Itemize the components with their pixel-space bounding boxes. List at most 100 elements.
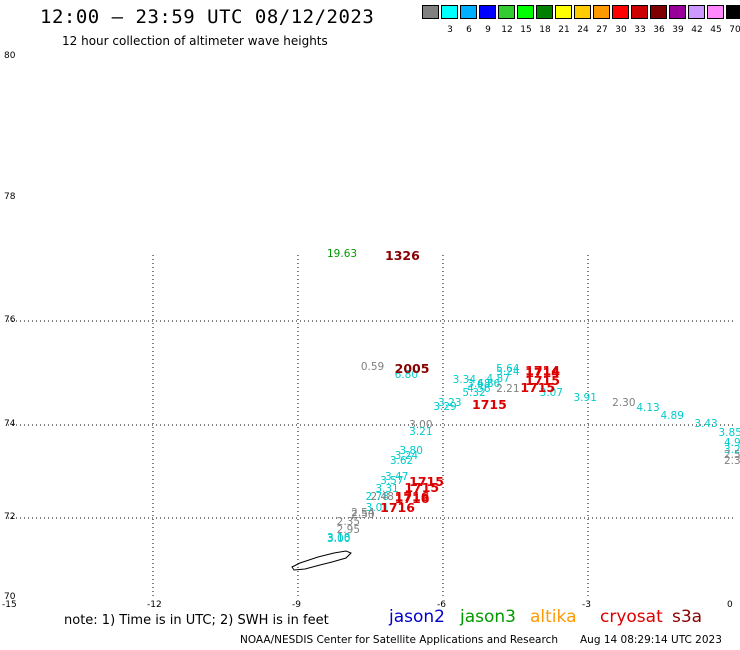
wave-height-value: 19.63 bbox=[327, 248, 358, 261]
wave-height-value: 3.91 bbox=[573, 392, 597, 404]
wave-height-value: 3.00 bbox=[409, 418, 433, 431]
wave-height-value: 3.57 bbox=[380, 475, 404, 488]
wave-height-value: 3.25 bbox=[724, 443, 740, 456]
pass-time-label: 1716 bbox=[394, 491, 430, 506]
jan-mayen-coastline bbox=[291, 550, 352, 571]
longitude-label: -6 bbox=[437, 600, 446, 610]
wave-height-value: 2.30 bbox=[612, 397, 636, 410]
graticule-grid bbox=[8, 255, 733, 598]
latitude-label: 80 bbox=[4, 51, 16, 61]
wave-height-value: 3.43 bbox=[694, 418, 718, 431]
colorbar-swatch bbox=[688, 5, 705, 19]
footnote: note: 1) Time is in UTC; 2) SWH is in fe… bbox=[64, 613, 329, 628]
colorbar-label: 12 bbox=[501, 25, 513, 35]
colorbar-label: 15 bbox=[520, 25, 532, 35]
pass-time-label: 1715 bbox=[525, 372, 560, 388]
wave-height-value: 2.48 bbox=[370, 491, 394, 503]
longitude-label: -12 bbox=[147, 600, 162, 610]
wave-height-value: 4.13 bbox=[636, 402, 660, 415]
colorbar-label: 42 bbox=[691, 25, 703, 35]
colorbar-label: 70 bbox=[729, 25, 740, 35]
colorbar-swatch bbox=[517, 5, 534, 19]
wave-height-value: 3.01 bbox=[365, 501, 390, 514]
colorbar-label: 3 bbox=[447, 25, 453, 35]
colorbar-swatch bbox=[555, 5, 572, 19]
wave-height-value: 3.31 bbox=[375, 483, 399, 496]
pass-time-label: 1714 bbox=[525, 364, 560, 380]
wave-height-value: 3.34 bbox=[452, 373, 477, 386]
colorbar-label: 24 bbox=[577, 25, 589, 35]
latitude-label: 72 bbox=[4, 512, 16, 522]
wave-height-value: 4.87 bbox=[486, 372, 510, 385]
satellite-legend-item: jason2 bbox=[389, 607, 445, 627]
colorbar-swatch bbox=[612, 5, 629, 19]
colorbar-swatch bbox=[498, 5, 515, 19]
pass-time-label: 1716 bbox=[380, 499, 415, 515]
pass-time-label: 1716 bbox=[394, 489, 430, 505]
wave-height-value: 3.21 bbox=[409, 426, 433, 439]
chart-title: 12:00 – 23:59 UTC 08/12/2023 bbox=[40, 6, 375, 28]
wave-height-value: 2.53 bbox=[724, 449, 740, 462]
colorbar-label: 30 bbox=[615, 25, 627, 35]
colorbar-swatch bbox=[669, 5, 686, 19]
colorbar-label: 39 bbox=[672, 25, 684, 35]
wave-height-value: 3.68 bbox=[467, 377, 491, 390]
colorbar-swatch bbox=[631, 5, 648, 19]
colorbar-swatch bbox=[707, 5, 724, 19]
wave-height-value: 3.07 bbox=[539, 386, 564, 399]
wave-height-value: 6.80 bbox=[394, 368, 419, 381]
colorbar-swatch bbox=[422, 5, 439, 19]
wave-height-value: 2.78 bbox=[365, 491, 390, 503]
pass-time-label: 1715 bbox=[472, 397, 507, 413]
colorbar-label: 27 bbox=[596, 25, 608, 35]
wave-height-value: 3.47 bbox=[385, 470, 409, 483]
colorbar-label: 33 bbox=[634, 25, 646, 35]
colorbar-label: 45 bbox=[710, 25, 722, 35]
wave-height-value: 3.62 bbox=[389, 454, 414, 467]
colorbar-swatch bbox=[460, 5, 477, 19]
wave-height-value: 0.59 bbox=[360, 360, 385, 373]
wave-height-value: 3.80 bbox=[399, 444, 423, 457]
latitude-label: 74 bbox=[4, 419, 16, 429]
colorbar-swatch bbox=[726, 5, 740, 19]
wave-height-value: 3.85 bbox=[718, 427, 740, 440]
wave-height-value: 4.56 bbox=[467, 382, 491, 395]
latitude-label: 76 bbox=[4, 315, 16, 325]
wave-height-value: 5.64 bbox=[496, 363, 520, 376]
satellite-legend-item: cryosat bbox=[600, 607, 663, 627]
longitude-label: -15 bbox=[2, 600, 17, 610]
colorbar-swatch bbox=[536, 5, 553, 19]
generated-timestamp: Aug 14 08:29:14 UTC 2023 bbox=[580, 634, 722, 646]
colorbar-label: 6 bbox=[466, 25, 472, 35]
wave-height-value: 5.32 bbox=[462, 386, 486, 399]
longitude-label: -3 bbox=[582, 600, 591, 610]
colorbar-swatch bbox=[479, 5, 496, 19]
pass-time-label: 1715 bbox=[409, 473, 444, 489]
colorbar-swatch bbox=[574, 5, 591, 19]
wave-height-value: 4.89 bbox=[660, 410, 684, 423]
island-outline bbox=[291, 550, 352, 571]
wave-height-value: 2.35 bbox=[336, 515, 361, 528]
colorbar-label: 21 bbox=[558, 25, 570, 35]
colorbar-label: 18 bbox=[539, 25, 551, 35]
pass-time-label: 1715 bbox=[520, 379, 556, 395]
latitude-label: 70 bbox=[4, 592, 16, 602]
chart-subtitle: 12 hour collection of altimeter wave hei… bbox=[62, 34, 328, 48]
colorbar-swatch bbox=[650, 5, 667, 19]
credit-line: NOAA/NESDIS Center for Satellite Applica… bbox=[240, 634, 558, 646]
wave-height-value: 3.18 bbox=[327, 531, 351, 544]
wave-height-value: 2.95 bbox=[336, 523, 361, 536]
wave-height-value: 3.23 bbox=[438, 397, 462, 410]
wave-height-value: 2.3 bbox=[724, 455, 740, 468]
wave-height-value: 3.29 bbox=[433, 401, 457, 414]
wave-height-value: 3.24 bbox=[394, 450, 419, 463]
wave-height-value: 3.00 bbox=[327, 533, 351, 546]
satellite-legend-item: jason3 bbox=[460, 607, 516, 627]
pass-time-label: 1326 bbox=[385, 248, 420, 264]
wave-height-value: 2.50 bbox=[351, 509, 375, 522]
satellite-legend-item: s3a bbox=[672, 607, 703, 627]
pass-time-label: 2005 bbox=[394, 360, 430, 376]
colorbar-swatch bbox=[593, 5, 610, 19]
pass-time-label: 1715 bbox=[404, 479, 440, 495]
